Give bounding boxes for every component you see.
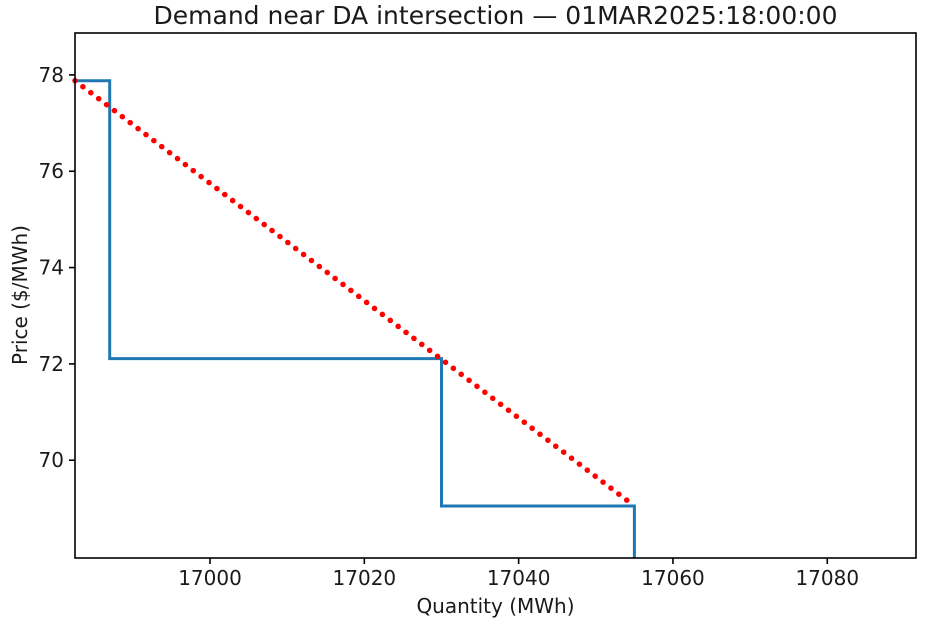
y-tick-label: 74 (39, 256, 64, 280)
da-dotted-line (72, 77, 638, 509)
x-tick-label: 17040 (487, 566, 551, 590)
x-tick-label: 17020 (333, 566, 397, 590)
x-tick-label: 17080 (795, 566, 859, 590)
x-tick-label: 17000 (178, 566, 242, 590)
y-tick-label: 76 (39, 159, 64, 183)
plot-border (74, 32, 917, 559)
y-tick-label: 72 (39, 352, 64, 376)
x-tick-label: 17060 (641, 566, 705, 590)
x-axis-label: Quantity (MWh) (416, 594, 575, 618)
demand-step-curve (75, 79, 636, 558)
y-tick-label: 70 (39, 448, 64, 472)
y-tick-label: 78 (39, 63, 64, 87)
chart-title: Demand near DA intersection — 01MAR2025:… (153, 1, 838, 30)
